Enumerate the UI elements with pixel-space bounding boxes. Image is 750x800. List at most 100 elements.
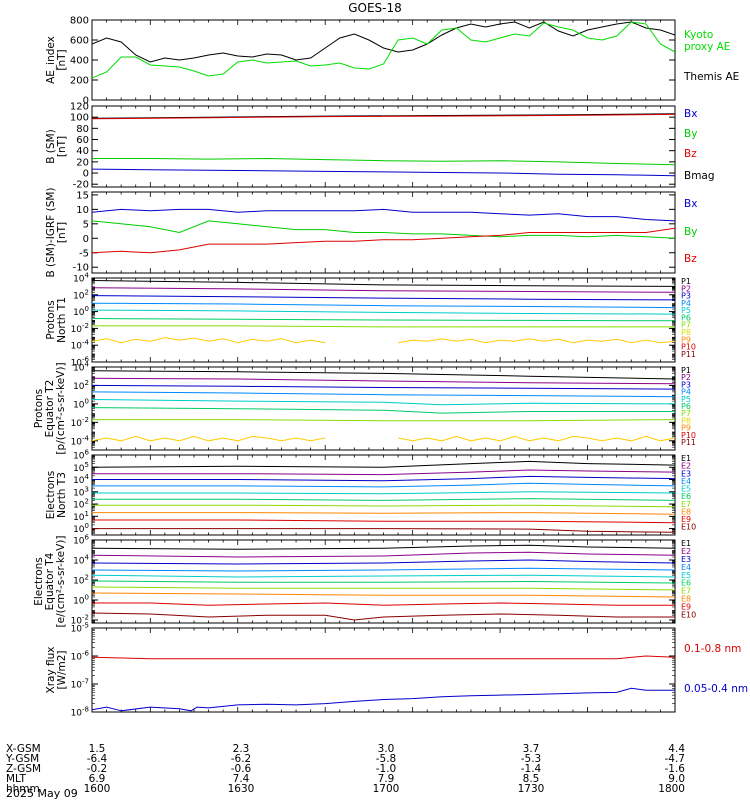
series-line-e10: [92, 612, 675, 621]
y-tick-label: 400: [70, 56, 89, 67]
series-line-e9: [92, 602, 675, 606]
footer-cell: -0.6: [231, 763, 252, 775]
y-tick-label: 800: [70, 16, 89, 27]
legend-entry: 0.1-0.8 nm: [684, 643, 741, 655]
legend-entry: P1: [681, 277, 691, 286]
footer-cell: 8.5: [523, 773, 540, 785]
series-line-bx: [92, 208, 675, 222]
series-line-p2: [92, 287, 675, 293]
legend-entry: 0.05-0.4 nm: [684, 683, 748, 695]
series-line-p6: [92, 407, 675, 414]
footer-cell: -1.0: [376, 763, 397, 775]
series-line-e2: [92, 551, 675, 558]
y-axis-label: North T3: [56, 472, 68, 518]
legend-entry: P11: [681, 350, 696, 359]
y-tick-label: -10: [73, 263, 89, 274]
footer-row-label: MLT: [6, 773, 26, 785]
series-line-e1: [92, 460, 675, 468]
y-tick-label: 15: [76, 190, 89, 201]
legend-entry: E8: [681, 595, 691, 604]
footer-cell: 1700: [373, 783, 400, 795]
y-tick-label: 60: [76, 135, 89, 146]
date-label: 2025 May 09: [6, 787, 78, 800]
legend-entry: E5: [681, 571, 691, 580]
series-line-e7: [92, 504, 675, 508]
legend-entry: E10: [681, 523, 696, 532]
legend-entry: P2: [681, 284, 691, 293]
legend-entry: P1: [681, 366, 691, 375]
series-line-e4: [92, 482, 675, 488]
legend-entry: Bx: [684, 198, 697, 210]
footer-row-label: Y-GSM: [5, 753, 39, 765]
legend-entry: Bz: [684, 253, 697, 265]
series-line-by: [92, 220, 675, 239]
y-axis-label: Xray flux: [45, 647, 57, 694]
y-tick-label: 100: [73, 397, 89, 410]
series-line-p6: [92, 318, 675, 322]
legend-entry: P3: [681, 380, 691, 389]
y-axis-label: Protons: [33, 389, 45, 428]
legend-entry: E10: [681, 610, 696, 619]
series-line-e6: [92, 498, 675, 501]
y-axis-label: Equator T4: [44, 552, 56, 610]
legend-entry: P6: [681, 313, 691, 322]
legend-entry: P11: [681, 438, 696, 447]
legend-entry: By: [684, 128, 697, 140]
footer-cell: 1600: [84, 783, 111, 795]
footer-cell: -5.3: [521, 753, 542, 765]
y-tick-label: 80: [76, 124, 89, 135]
y-tick-label: 102: [73, 288, 89, 301]
series-line-e9: [92, 519, 675, 524]
footer-cell: 3.0: [378, 743, 395, 755]
legend-entry: P4: [681, 388, 691, 397]
legend-entry: Bx: [684, 108, 697, 120]
y-tick-label: 10: [76, 205, 89, 216]
footer-row-label: Z-GSM: [6, 763, 41, 775]
y-axis-label: Protons: [45, 300, 57, 339]
y-tick-label: 106: [73, 449, 89, 462]
panel-xray: 10-5 10-6 10-7 10-8 Xray flux [W/m2] 0.1-0.8 n…: [45, 622, 748, 719]
footer-cell: -4.7: [665, 753, 686, 765]
footer-cell: 9.0: [668, 773, 685, 785]
y-tick-label: 106: [73, 534, 89, 547]
footer-cell: 7.9: [378, 773, 395, 785]
series-line-p2: [92, 377, 675, 385]
panel-p_equator: 104 102 100 10-2 10-4 Protons Equator T2 [p/(cm…: [33, 361, 696, 455]
y-axis-label: [p/(cm²-s-sr-keV)]: [55, 362, 67, 454]
legend-entry: P5: [681, 395, 691, 404]
y-tick-label: 10-6: [71, 356, 90, 369]
footer-cell: -5.8: [376, 753, 397, 765]
y-axis-label: B (SM): [45, 129, 57, 163]
series-line-p3: [92, 384, 675, 390]
legend-entry: E9: [681, 515, 691, 524]
y-tick-label: 10-2: [71, 613, 89, 626]
y-tick-label: -5: [79, 248, 89, 259]
series-line-e8: [92, 512, 675, 515]
footer-cell: 1730: [518, 783, 545, 795]
series-line-p7: [92, 419, 675, 422]
legend-entry: E4: [681, 477, 691, 486]
y-tick-label: 10-2: [71, 322, 89, 335]
panel-e_equator: 106 104 102 100 10-2 Electrons Equator T4 [e/(c…: [33, 534, 696, 628]
y-tick-label: 102: [73, 498, 89, 511]
series-line-e4: [92, 567, 675, 572]
legend-entry: E2: [681, 462, 691, 471]
series-line-e3: [92, 475, 675, 482]
legend-entry: E5: [681, 485, 691, 494]
series-line-by: [92, 157, 675, 166]
y-tick-label: 10-6: [71, 650, 90, 663]
y-tick-label: 10-5: [71, 622, 89, 635]
series-line-bz: [92, 227, 675, 254]
footer-cell: 3.7: [523, 743, 540, 755]
legend-entry: E4: [681, 563, 691, 572]
y-tick-label: 0: [83, 96, 89, 107]
y-axis-label: [nT]: [56, 222, 68, 243]
series-line-e1: [92, 544, 675, 550]
footer-cell: 4.4: [668, 743, 685, 755]
y-tick-label: 10-7: [71, 678, 89, 691]
y-tick-label: 0: [83, 169, 89, 180]
series-line-e3: [92, 559, 675, 565]
